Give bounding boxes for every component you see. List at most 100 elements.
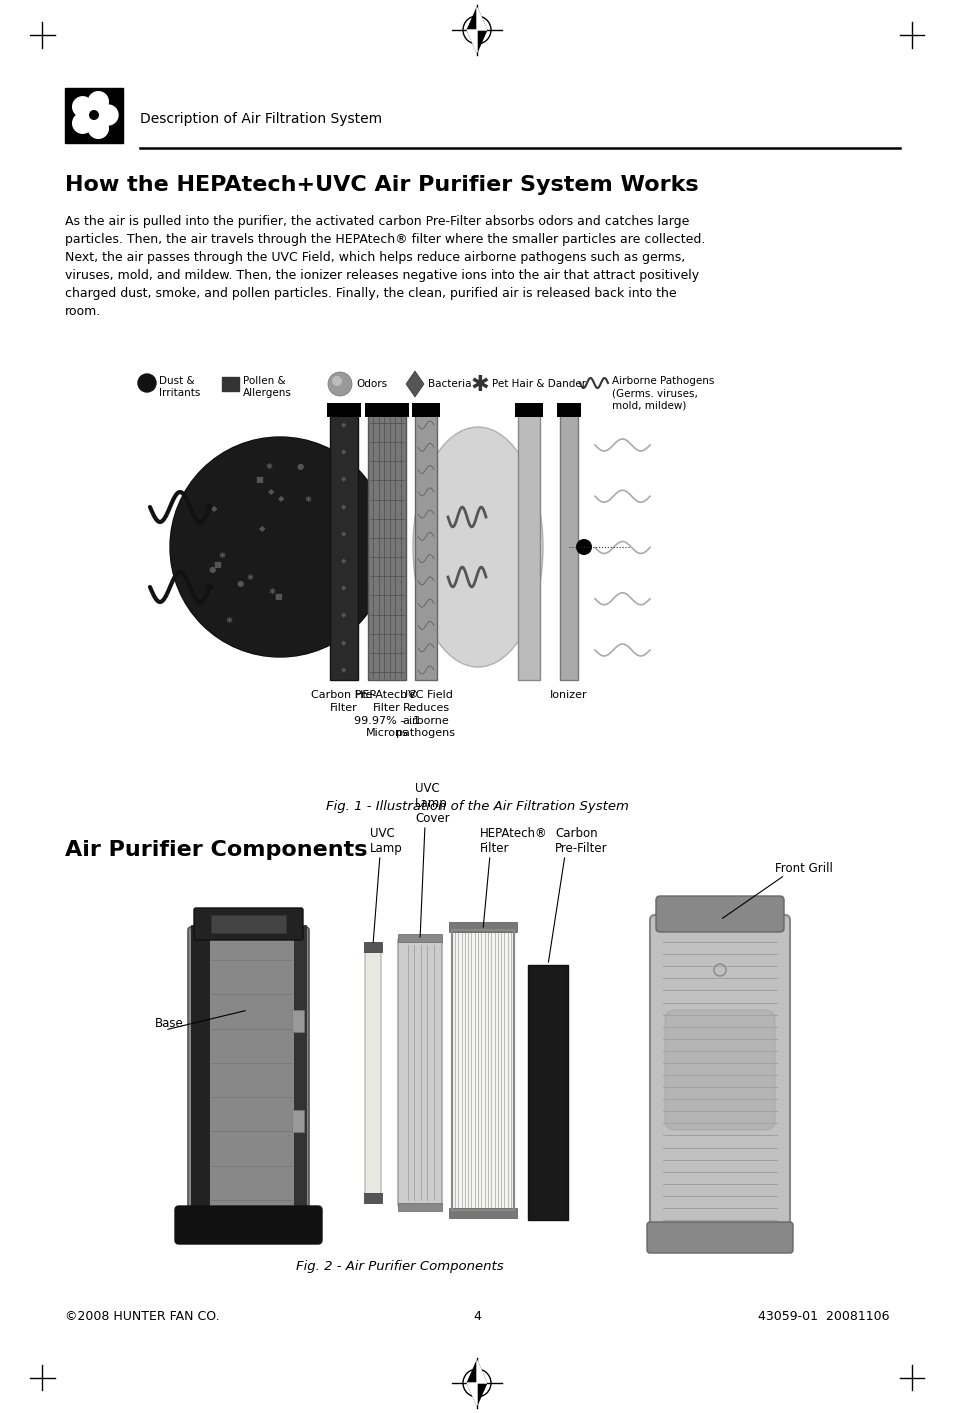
Text: UVC
Lamp: UVC Lamp [370,827,402,855]
Polygon shape [476,1361,486,1383]
Circle shape [89,92,109,112]
Bar [330,415,357,680]
Circle shape [89,119,109,138]
Text: ◆: ◆ [341,640,346,646]
Bar [365,403,409,417]
Text: UVC Field
Reduces
airborne
pathogens: UVC Field Reduces airborne pathogens [396,690,455,739]
FancyBboxPatch shape [646,1222,792,1253]
Text: ✱: ✱ [221,500,228,509]
Circle shape [170,437,390,657]
Text: 43059-01  20081106: 43059-01 20081106 [758,1310,889,1323]
Text: ✱: ✱ [281,544,288,552]
Circle shape [89,110,99,120]
Text: How the HEPAtech+UVC Air Purifier System Works: How the HEPAtech+UVC Air Purifier System… [65,175,698,195]
Text: ◆: ◆ [341,613,346,619]
Text: ✱: ✱ [470,374,489,396]
Text: ■: ■ [236,502,245,510]
Bar [559,415,578,680]
Text: mold, mildew): mold, mildew) [612,400,685,410]
Circle shape [72,113,92,133]
Text: ✱: ✱ [301,541,308,550]
Text: ■: ■ [321,562,329,572]
Bar [397,1202,441,1211]
Text: ◆: ◆ [341,503,346,510]
Text: ■: ■ [232,531,239,541]
Circle shape [328,372,352,396]
Text: ■: ■ [216,571,224,579]
Text: ◆: ◆ [341,422,346,428]
Polygon shape [467,7,486,52]
FancyBboxPatch shape [397,938,441,1207]
Text: (Germs. viruses,: (Germs. viruses, [612,389,698,398]
Text: viruses, mold, and mildew. Then, the ionizer releases negative ions into the air: viruses, mold, and mildew. Then, the ion… [65,268,699,283]
Bar [364,942,381,952]
Text: Pollen &
Allergens: Pollen & Allergens [243,376,292,398]
Text: charged dust, smoke, and pollen particles. Finally, the clean, purified air is r: charged dust, smoke, and pollen particle… [65,287,676,300]
Text: Description of Air Filtration System: Description of Air Filtration System [140,112,382,126]
Text: Ionizer: Ionizer [550,690,587,699]
Bar [412,403,439,417]
Circle shape [98,105,118,124]
Ellipse shape [413,427,542,667]
Text: Fig. 1 - Illustration of the Air Filtration System: Fig. 1 - Illustration of the Air Filtrat… [325,800,628,812]
Text: Air Purifier Components: Air Purifier Components [65,839,367,861]
Bar [327,403,360,417]
Text: ●: ● [299,551,306,561]
Text: ✱: ✱ [202,499,210,509]
Text: ●: ● [310,530,316,540]
FancyBboxPatch shape [174,1207,322,1243]
Bar [452,930,514,1210]
FancyBboxPatch shape [649,916,789,1225]
Bar [415,415,436,680]
Circle shape [72,96,92,117]
Text: Dust &
Irritants: Dust & Irritants [159,376,200,398]
Bar [191,926,209,1210]
Text: HEPAtech®
Filter
99.97% – .1
Microns: HEPAtech® Filter 99.97% – .1 Microns [354,690,419,739]
Text: 4: 4 [473,1310,480,1323]
Text: HEPAtech®
Filter: HEPAtech® Filter [479,827,547,855]
Text: ◆: ◆ [341,585,346,591]
Circle shape [332,376,341,386]
FancyBboxPatch shape [193,909,303,940]
Text: ◆: ◆ [341,531,346,537]
Text: ■: ■ [200,572,208,581]
Text: Odors: Odors [355,379,387,389]
Bar [222,377,239,391]
Polygon shape [406,372,423,397]
Bar [449,1208,517,1218]
Bar [368,415,406,680]
Bar [557,403,580,417]
Polygon shape [467,1361,486,1406]
Bar [517,415,539,680]
FancyBboxPatch shape [365,948,380,1197]
Bar [515,403,542,417]
Text: ✱: ✱ [241,602,249,610]
Bar [211,916,286,933]
Text: ■: ■ [221,560,229,569]
Polygon shape [467,1383,476,1406]
Text: Carbon Pre-
Filter: Carbon Pre- Filter [311,690,376,712]
Text: ◆: ◆ [341,667,346,673]
Text: Base: Base [154,1017,184,1030]
Bar [292,1010,304,1031]
Bar [527,965,567,1219]
FancyBboxPatch shape [188,927,309,1212]
Circle shape [138,374,156,391]
Circle shape [576,538,592,555]
Bar [294,926,306,1210]
Text: ✱: ✱ [319,541,326,551]
Text: Airborne Pathogens: Airborne Pathogens [612,376,714,386]
Polygon shape [467,30,476,52]
Text: Pet Hair & Dander: Pet Hair & Dander [492,379,585,389]
Bar [292,1111,304,1132]
Polygon shape [476,7,486,30]
Text: Next, the air passes through the UVC Field, which helps reduce airborne pathogen: Next, the air passes through the UVC Fie… [65,252,684,264]
Bar [397,934,441,942]
Text: UVC
Lamp
Cover: UVC Lamp Cover [415,781,449,825]
Bar [364,1193,381,1202]
Bar [449,923,517,933]
Text: Fig. 2 - Air Purifier Components: Fig. 2 - Air Purifier Components [295,1260,503,1273]
Text: As the air is pulled into the purifier, the activated carbon Pre-Filter absorbs : As the air is pulled into the purifier, … [65,215,689,227]
Text: Carbon
Pre-Filter: Carbon Pre-Filter [555,827,607,855]
Text: particles. Then, the air travels through the HEPAtech® filter where the smaller : particles. Then, the air travels through… [65,233,704,246]
